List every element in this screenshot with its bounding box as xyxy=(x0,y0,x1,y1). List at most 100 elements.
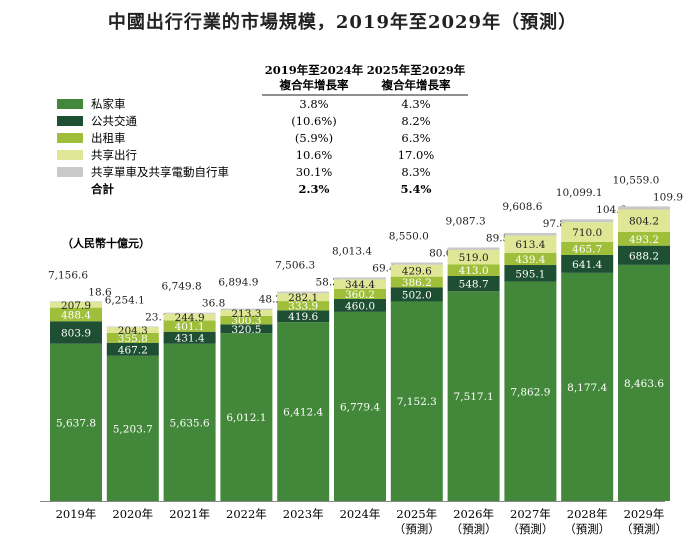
total-label-3: 6,894.9 xyxy=(218,277,258,289)
legend-label-3: 共享出行 xyxy=(91,148,137,162)
total-label-2: 6,749.8 xyxy=(162,281,202,293)
bar-shared_bike-10 xyxy=(618,206,670,210)
data-label-ride_hailing-9: 710.0 xyxy=(572,227,602,239)
data-label-private_car-3: 6,012.1 xyxy=(226,412,266,424)
bar-public_transport-6 xyxy=(390,287,443,302)
bar-public_transport-5 xyxy=(334,299,386,312)
legend-cagr2-2: 6.3% xyxy=(401,131,430,145)
data-label-ride_hailing-3: 213.3 xyxy=(231,308,261,320)
x-tick-label-7: 2026年 xyxy=(453,507,494,521)
data-label-private_car-5: 6,779.4 xyxy=(340,401,380,413)
data-label-ride_hailing-8: 613.4 xyxy=(515,239,545,251)
bar-shared_bike-6 xyxy=(390,262,443,265)
total-label-1: 6,254.1 xyxy=(105,295,145,307)
total-label-10: 10,559.0 xyxy=(613,174,660,186)
total-label-0: 7,156.6 xyxy=(48,269,88,281)
x-tick-label-10: 2029年 xyxy=(624,507,665,521)
data-label-ride_hailing-6: 429.6 xyxy=(402,266,432,278)
bar-shared_bike-1 xyxy=(106,326,159,328)
bar-private_car-9 xyxy=(561,272,614,501)
x-tick-label-1: 2020年 xyxy=(112,507,153,521)
data-label-shared_bike-10: 109.9 xyxy=(653,191,683,203)
bar-shared_bike-9 xyxy=(561,219,614,223)
x-tick-label-4: 2023年 xyxy=(283,507,324,521)
bar-ride_hailing-6 xyxy=(390,264,443,277)
data-label-ride_hailing-1: 204.3 xyxy=(118,325,148,337)
bar-taxi-5 xyxy=(334,288,386,300)
bar-private_car-4 xyxy=(277,322,330,501)
data-label-private_car-7: 7,517.1 xyxy=(454,391,494,403)
bar-taxi-0 xyxy=(50,307,102,322)
data-label-ride_hailing-5: 344.4 xyxy=(345,279,375,291)
bar-public_transport-8 xyxy=(504,265,557,282)
data-label-public_transport-6: 502.0 xyxy=(402,289,432,301)
legend-cagr2-1: 8.2% xyxy=(401,114,430,128)
data-label-taxi-6: 386.2 xyxy=(402,277,432,289)
bar-ride_hailing-8 xyxy=(504,235,557,253)
bar-ride_hailing-1 xyxy=(106,327,159,333)
data-label-public_transport-9: 641.4 xyxy=(572,259,602,271)
legend-cagr1-3: 10.6% xyxy=(296,148,333,162)
data-label-taxi-4: 333.9 xyxy=(288,301,318,313)
x-tick-label-0: 2019年 xyxy=(56,507,97,521)
data-label-private_car-9: 8,177.4 xyxy=(567,382,607,394)
data-label-taxi-1: 355.8 xyxy=(118,333,148,345)
x-tick-label-9-sub: （預測） xyxy=(564,522,610,536)
legend-cagr1-1: (10.6%) xyxy=(291,114,337,128)
bar-private_car-8 xyxy=(504,281,557,501)
bar-public_transport-4 xyxy=(277,310,330,323)
data-label-shared_bike-0: 18.6 xyxy=(88,286,112,298)
chart-title: 中國出行行業的市場規模，2019年至2029年（預測） xyxy=(107,12,578,33)
data-label-ride_hailing-2: 244.9 xyxy=(175,312,205,324)
bar-shared_bike-0 xyxy=(50,301,102,302)
bar-ride_hailing-5 xyxy=(334,279,386,289)
bar-shared_bike-2 xyxy=(163,312,216,314)
bar-shared_bike-7 xyxy=(447,247,500,250)
legend-cagr2-5: 5.4% xyxy=(401,182,432,196)
bar-ride_hailing-9 xyxy=(561,222,614,242)
legend-label-2: 出租車 xyxy=(91,131,126,145)
data-label-shared_bike-5: 69.4 xyxy=(372,262,396,274)
x-tick-label-2: 2021年 xyxy=(169,507,210,521)
bar-private_car-2 xyxy=(163,343,216,501)
bar-shared_bike-4 xyxy=(277,291,330,294)
bar-public_transport-9 xyxy=(561,254,614,273)
x-tick-label-6: 2025年 xyxy=(396,507,437,521)
data-label-private_car-2: 5,635.6 xyxy=(170,417,210,429)
data-label-shared_bike-3: 48.2 xyxy=(259,294,282,306)
data-label-public_transport-7: 548.7 xyxy=(459,279,489,291)
x-tick-label-7-sub: （預測） xyxy=(451,522,497,536)
bar-taxi-2 xyxy=(163,320,216,332)
total-label-8: 9,608.6 xyxy=(502,201,542,213)
data-label-taxi-5: 360.2 xyxy=(345,289,375,301)
data-label-taxi-9: 465.7 xyxy=(572,243,602,255)
cagr-header-2: 2025年至2029年 xyxy=(367,63,466,77)
data-label-shared_bike-6: 80.0 xyxy=(429,247,452,259)
bar-taxi-6 xyxy=(390,276,443,288)
bar-shared_bike-5 xyxy=(334,277,386,280)
legend-swatch-4 xyxy=(57,167,83,177)
data-label-shared_bike-2: 36.8 xyxy=(202,298,225,310)
legend-cagr1-5: 2.3% xyxy=(299,182,330,196)
bar-private_car-7 xyxy=(447,291,500,501)
legend-swatch-2 xyxy=(57,133,83,143)
y-axis-unit-label: （人民幣十億元） xyxy=(62,236,150,250)
total-label-4: 7,506.3 xyxy=(275,260,315,272)
cagr-header-1: 2019年至2024年 xyxy=(265,63,364,77)
bar-public_transport-7 xyxy=(447,275,500,292)
bar-taxi-10 xyxy=(618,231,670,246)
data-label-private_car-1: 5,203.7 xyxy=(113,423,153,435)
data-label-shared_bike-7: 89.5 xyxy=(486,232,509,244)
bar-ride_hailing-2 xyxy=(163,313,216,321)
data-label-public_transport-1: 467.2 xyxy=(118,344,148,356)
cagr-header-2: 複合年增長率 xyxy=(381,78,451,92)
bar-public_transport-10 xyxy=(618,245,670,265)
bar-ride_hailing-0 xyxy=(50,301,102,308)
legend-cagr1-4: 30.1% xyxy=(296,165,333,179)
bar-ride_hailing-7 xyxy=(447,249,500,265)
data-label-ride_hailing-4: 282.1 xyxy=(288,292,318,304)
bar-private_car-6 xyxy=(390,301,443,501)
bar-public_transport-2 xyxy=(163,331,216,344)
legend-swatch-3 xyxy=(57,150,83,160)
